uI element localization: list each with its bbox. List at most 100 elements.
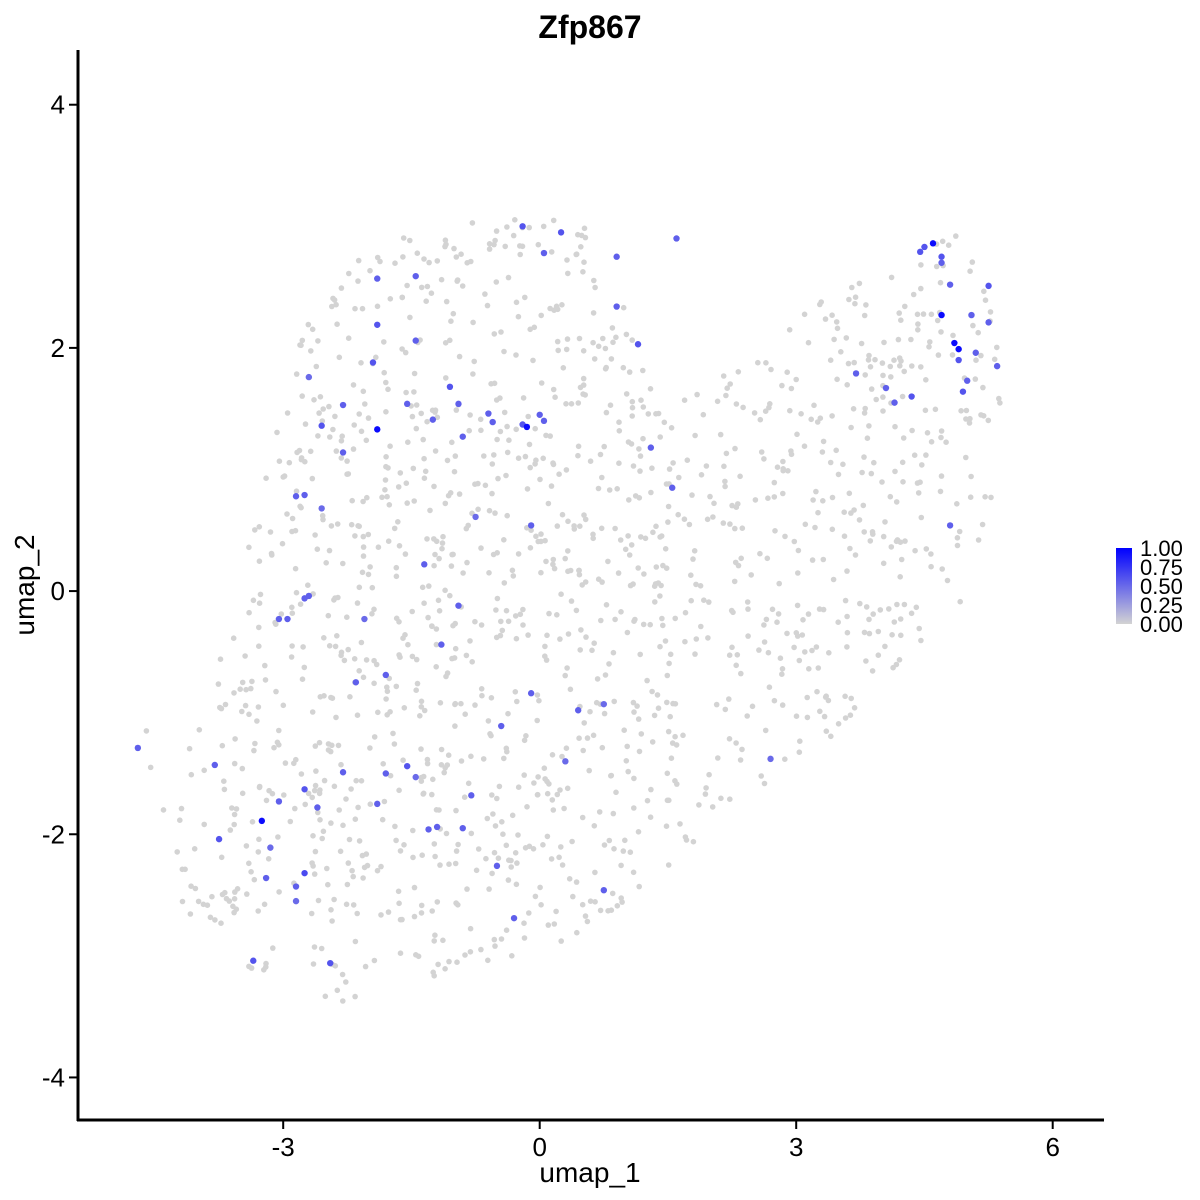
cell-point [847,545,853,552]
cell-point [727,521,733,527]
cell-point [378,912,384,918]
expressing-cell-point [327,959,334,967]
cell-point [779,382,785,389]
cell-point [672,778,678,784]
expressing-cell-point [498,722,505,730]
cell-point [610,649,617,656]
cell-point [780,490,786,497]
cell-point [381,339,387,345]
cell-point [364,862,371,869]
cell-point [461,794,468,800]
cell-point [496,783,503,790]
expressing-cell-point [600,886,608,894]
cell-point [486,507,493,514]
cell-point [471,358,478,365]
cell-point [265,856,272,862]
cell-point [325,741,332,747]
cell-point [541,765,548,771]
cell-point [601,443,607,450]
cell-point [972,376,979,382]
cell-point [954,542,961,549]
cell-point [310,961,317,967]
cell-point [385,386,391,393]
cell-point [383,454,389,460]
cell-point [451,245,457,252]
cell-point [632,493,639,499]
cell-point [563,346,570,353]
cell-point [953,233,959,239]
cell-point [850,406,857,412]
cell-point [668,755,675,761]
cell-point [424,536,430,542]
cell-point [345,335,352,342]
cell-point [537,884,543,891]
cell-point [444,762,451,768]
cell-point [527,545,534,551]
cell-point [659,615,665,622]
cell-point [582,913,589,919]
cell-point [315,338,321,344]
cell-point [436,807,442,813]
cell-point [644,677,650,684]
cell-point [243,843,250,849]
expressing-cell-point [510,914,518,922]
legend-tick-label: 0.00 [1140,612,1183,637]
cell-point [665,728,672,735]
cell-point [863,604,870,610]
cell-point [943,439,949,446]
cell-point [586,767,592,774]
cell-point [338,455,345,461]
x-tick-label: 6 [1045,1132,1059,1162]
cell-point [379,816,386,823]
cell-point [420,790,427,797]
expressing-cell-point [527,690,535,697]
expressing-cell-point [916,248,924,256]
cell-point [192,885,199,892]
cell-point [844,613,850,620]
cell-point [950,332,956,339]
cell-point [620,848,627,854]
cell-point [434,258,441,264]
expressing-cell-point [908,393,915,400]
cell-point [973,357,979,364]
cell-point [431,841,438,847]
cell-point [587,898,594,904]
cell-point [354,712,361,718]
cell-point [337,848,344,855]
cell-point [325,747,332,753]
cell-point [624,629,631,636]
cell-point [231,690,237,696]
cell-point [966,420,973,426]
cell-point [802,521,809,528]
cell-point [349,497,356,504]
cell-point [915,321,921,327]
cell-point [418,778,425,784]
cell-point [262,662,268,669]
cell-point [684,457,691,464]
cell-point [397,654,403,660]
cell-point [453,848,460,854]
cell-point [482,291,488,297]
cell-point [293,371,300,377]
cell-point [549,752,556,758]
cell-point [382,477,389,483]
cell-point [319,418,326,424]
cell-point [512,850,519,856]
cell-point [581,259,587,266]
cell-point [662,546,669,552]
cell-point [316,739,323,746]
cell-point [969,259,976,265]
cell-point [620,364,627,371]
cell-point [534,791,541,798]
y-tick-label: -4 [42,1062,65,1092]
cell-point [186,745,193,752]
cell-point [348,786,354,792]
cell-point [597,451,604,458]
expressing-cell-point [429,416,437,423]
cell-point [491,936,498,943]
cell-point [380,761,387,767]
cell-point [422,468,429,475]
cell-point [515,832,521,838]
cell-point [637,468,643,474]
cell-point [893,499,900,505]
